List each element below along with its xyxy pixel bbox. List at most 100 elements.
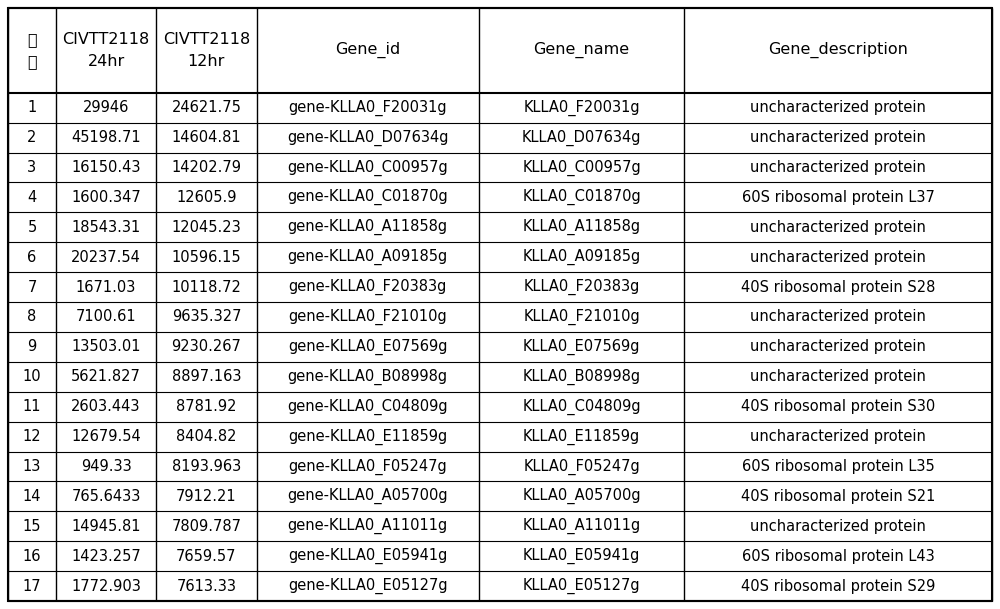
Text: 5: 5	[27, 220, 37, 234]
Text: 13503.01: 13503.01	[71, 339, 141, 354]
Text: 949.33: 949.33	[81, 459, 131, 474]
Text: KLLA0_A11011g: KLLA0_A11011g	[522, 518, 641, 534]
Text: gene-KLLA0_F20031g: gene-KLLA0_F20031g	[288, 99, 447, 116]
Text: gene-KLLA0_E07569g: gene-KLLA0_E07569g	[288, 339, 447, 355]
Text: gene-KLLA0_C04809g: gene-KLLA0_C04809g	[287, 398, 448, 415]
Text: 14: 14	[23, 489, 41, 504]
Text: 60S ribosomal protein L43: 60S ribosomal protein L43	[742, 549, 934, 564]
Text: uncharacterized protein: uncharacterized protein	[750, 369, 926, 384]
Text: gene-KLLA0_A11011g: gene-KLLA0_A11011g	[288, 518, 448, 534]
Text: 8: 8	[27, 309, 37, 325]
Text: KLLA0_F05247g: KLLA0_F05247g	[523, 459, 640, 474]
Text: uncharacterized protein: uncharacterized protein	[750, 429, 926, 444]
Text: gene-KLLA0_F21010g: gene-KLLA0_F21010g	[288, 309, 447, 325]
Text: 18543.31: 18543.31	[71, 220, 141, 234]
Text: gene-KLLA0_E05127g: gene-KLLA0_E05127g	[288, 578, 448, 594]
Text: 2: 2	[27, 130, 37, 145]
Text: 7659.57: 7659.57	[176, 549, 237, 564]
Text: uncharacterized protein: uncharacterized protein	[750, 220, 926, 234]
Text: KLLA0_A11858g: KLLA0_A11858g	[522, 219, 641, 235]
Text: 14604.81: 14604.81	[172, 130, 241, 145]
Text: 2603.443: 2603.443	[71, 399, 141, 414]
Text: uncharacterized protein: uncharacterized protein	[750, 250, 926, 265]
Text: CIVTT2118
12hr: CIVTT2118 12hr	[163, 32, 250, 69]
Text: 6: 6	[27, 250, 37, 265]
Text: uncharacterized protein: uncharacterized protein	[750, 309, 926, 325]
Text: 4: 4	[27, 190, 37, 205]
Text: 序
号: 序 号	[27, 32, 37, 69]
Text: gene-KLLA0_F05247g: gene-KLLA0_F05247g	[288, 459, 447, 474]
Text: 9635.327: 9635.327	[172, 309, 241, 325]
Text: gene-KLLA0_A05700g: gene-KLLA0_A05700g	[287, 488, 448, 504]
Text: 1772.903: 1772.903	[71, 579, 141, 594]
Text: 40S ribosomal protein S28: 40S ribosomal protein S28	[741, 280, 935, 295]
Text: 8781.92: 8781.92	[176, 399, 237, 414]
Text: 7: 7	[27, 280, 37, 295]
Text: 12605.9: 12605.9	[176, 190, 237, 205]
Text: KLLA0_F20383g: KLLA0_F20383g	[523, 279, 640, 295]
Text: KLLA0_E05941g: KLLA0_E05941g	[523, 548, 640, 565]
Text: uncharacterized protein: uncharacterized protein	[750, 519, 926, 533]
Text: 10596.15: 10596.15	[172, 250, 241, 265]
Text: 7809.787: 7809.787	[171, 519, 241, 533]
Text: 60S ribosomal protein L37: 60S ribosomal protein L37	[742, 190, 935, 205]
Text: 9: 9	[27, 339, 37, 354]
Text: 40S ribosomal protein S29: 40S ribosomal protein S29	[741, 579, 935, 594]
Text: 1: 1	[27, 100, 37, 115]
Text: CIVTT2118
24hr: CIVTT2118 24hr	[62, 32, 150, 69]
Text: 14202.79: 14202.79	[171, 160, 241, 175]
Text: 7912.21: 7912.21	[176, 489, 237, 504]
Text: KLLA0_C04809g: KLLA0_C04809g	[522, 398, 641, 415]
Text: 10: 10	[23, 369, 41, 384]
Text: gene-KLLA0_E11859g: gene-KLLA0_E11859g	[288, 429, 447, 445]
Text: 45198.71: 45198.71	[71, 130, 141, 145]
Text: KLLA0_E07569g: KLLA0_E07569g	[523, 339, 640, 355]
Text: uncharacterized protein: uncharacterized protein	[750, 160, 926, 175]
Text: KLLA0_A09185g: KLLA0_A09185g	[522, 249, 641, 266]
Text: gene-KLLA0_A11858g: gene-KLLA0_A11858g	[288, 219, 448, 235]
Text: uncharacterized protein: uncharacterized protein	[750, 100, 926, 115]
Text: Gene_description: Gene_description	[768, 42, 908, 58]
Text: 40S ribosomal protein S21: 40S ribosomal protein S21	[741, 489, 935, 504]
Text: KLLA0_E11859g: KLLA0_E11859g	[523, 429, 640, 445]
Text: gene-KLLA0_C01870g: gene-KLLA0_C01870g	[287, 189, 448, 205]
Text: uncharacterized protein: uncharacterized protein	[750, 339, 926, 354]
Text: 14945.81: 14945.81	[71, 519, 141, 533]
Text: 1671.03: 1671.03	[76, 280, 136, 295]
Text: 1600.347: 1600.347	[71, 190, 141, 205]
Text: KLLA0_C01870g: KLLA0_C01870g	[522, 189, 641, 205]
Text: 8404.82: 8404.82	[176, 429, 237, 444]
Text: 10118.72: 10118.72	[171, 280, 241, 295]
Text: KLLA0_F21010g: KLLA0_F21010g	[523, 309, 640, 325]
Text: Gene_id: Gene_id	[335, 42, 400, 58]
Text: 17: 17	[23, 579, 41, 594]
Text: 8193.963: 8193.963	[172, 459, 241, 474]
Text: uncharacterized protein: uncharacterized protein	[750, 130, 926, 145]
Text: 13: 13	[23, 459, 41, 474]
Text: 12679.54: 12679.54	[71, 429, 141, 444]
Text: KLLA0_C00957g: KLLA0_C00957g	[522, 160, 641, 175]
Text: KLLA0_B08998g: KLLA0_B08998g	[522, 368, 641, 385]
Text: gene-KLLA0_D07634g: gene-KLLA0_D07634g	[287, 130, 448, 146]
Text: 20237.54: 20237.54	[71, 250, 141, 265]
Text: 3: 3	[27, 160, 37, 175]
Text: 8897.163: 8897.163	[172, 369, 241, 384]
Text: gene-KLLA0_B08998g: gene-KLLA0_B08998g	[288, 368, 448, 385]
Text: KLLA0_F20031g: KLLA0_F20031g	[523, 99, 640, 116]
Text: gene-KLLA0_A09185g: gene-KLLA0_A09185g	[288, 249, 448, 266]
Text: KLLA0_E05127g: KLLA0_E05127g	[523, 578, 640, 594]
Text: 16: 16	[23, 549, 41, 564]
Text: gene-KLLA0_E05941g: gene-KLLA0_E05941g	[288, 548, 447, 565]
Text: KLLA0_D07634g: KLLA0_D07634g	[522, 130, 641, 146]
Text: Gene_name: Gene_name	[533, 42, 630, 58]
Text: 24621.75: 24621.75	[171, 100, 241, 115]
Text: 7613.33: 7613.33	[176, 579, 236, 594]
Text: 40S ribosomal protein S30: 40S ribosomal protein S30	[741, 399, 935, 414]
Text: 9230.267: 9230.267	[171, 339, 241, 354]
Text: 11: 11	[23, 399, 41, 414]
Text: 1423.257: 1423.257	[71, 549, 141, 564]
Text: 16150.43: 16150.43	[71, 160, 141, 175]
Text: 60S ribosomal protein L35: 60S ribosomal protein L35	[742, 459, 934, 474]
Text: 7100.61: 7100.61	[76, 309, 136, 325]
Text: 29946: 29946	[83, 100, 129, 115]
